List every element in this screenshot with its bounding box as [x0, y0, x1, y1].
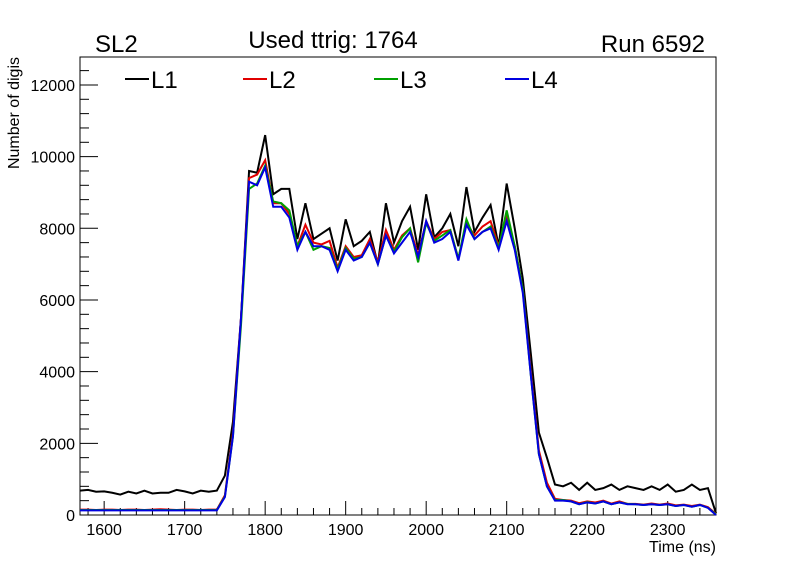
- title-left: SL2: [95, 31, 138, 58]
- x-tick-label: 2200: [569, 522, 605, 539]
- legend-entry-l2: L2: [243, 67, 296, 94]
- title-right: Run 6592: [601, 31, 705, 58]
- legend-label: L3: [400, 67, 427, 94]
- plot-frame: [79, 56, 717, 516]
- x-tick-label: 2300: [650, 522, 686, 539]
- y-tick-label: 4000: [39, 365, 75, 382]
- x-axis-label: Time (ns): [649, 539, 716, 556]
- legend-entry-l4: L4: [505, 67, 558, 94]
- series-line-l2: [80, 157, 717, 515]
- series-line-l1: [79, 134, 717, 514]
- x-tick-label: 2100: [489, 522, 525, 539]
- x-tick-label: 1600: [86, 522, 122, 539]
- y-tick-label: 8000: [39, 221, 75, 238]
- y-tick-label: 10000: [31, 150, 76, 167]
- legend-label: L4: [531, 67, 558, 94]
- y-tick-label: 12000: [31, 78, 76, 95]
- x-tick-label: 1800: [247, 522, 283, 539]
- y-axis-label: Number of digis: [6, 57, 23, 169]
- legend-label: L1: [151, 67, 178, 94]
- x-tick-label: 1700: [167, 522, 203, 539]
- y-tick-label: 2000: [39, 436, 75, 453]
- legend-label: L2: [269, 67, 296, 94]
- x-tick-label: 1900: [328, 522, 364, 539]
- y-tick-label: 6000: [39, 293, 75, 310]
- x-tick-label: 2000: [408, 522, 444, 539]
- legend-entry-l1: L1: [125, 67, 178, 94]
- series-line-l3: [80, 162, 717, 516]
- series-line-l4: [80, 164, 717, 516]
- y-tick-label: 0: [66, 508, 75, 525]
- chart-title: Used ttrig: 1764: [248, 27, 417, 54]
- legend-entry-l3: L3: [374, 67, 427, 94]
